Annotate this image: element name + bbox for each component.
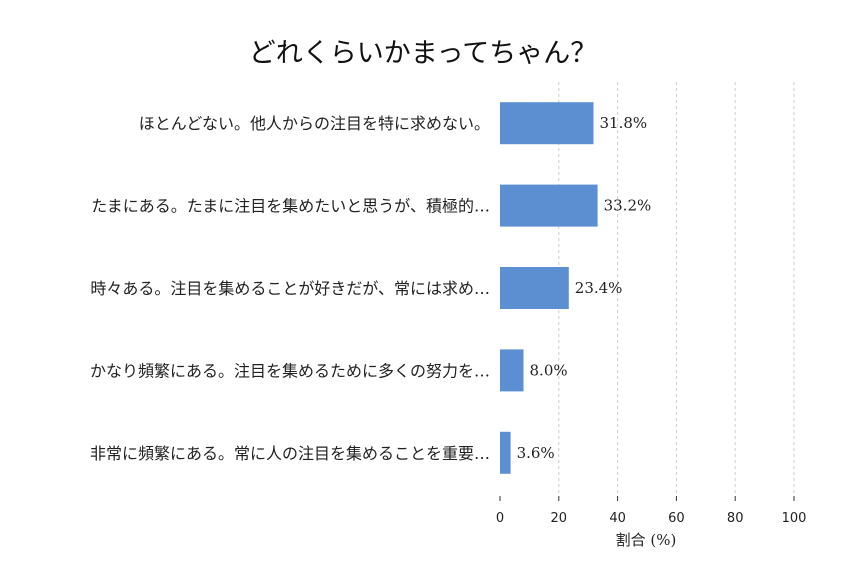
x-tick-label-5: 100 (782, 511, 807, 526)
category-label-2: 時々ある。注目を集めることが好きだが、常には求め… (90, 279, 490, 298)
category-label-1: たまにある。たまに注目を集めたいと思うが、積極的… (91, 197, 490, 216)
bar-2 (500, 267, 569, 309)
value-label-4: 3.6% (517, 444, 555, 462)
bars (500, 102, 598, 474)
bar-3 (500, 349, 524, 392)
category-label-0: ほとんどない。他人からの注目を特に求めない。 (139, 114, 490, 133)
x-tick-label-3: 60 (668, 511, 685, 526)
bar-0 (500, 102, 594, 145)
x-tick-label-4: 80 (727, 511, 744, 526)
value-label-1: 33.2% (604, 197, 652, 215)
value-label-3: 8.0% (530, 361, 568, 379)
bar-4 (500, 431, 511, 474)
value-label-2: 23.4% (575, 279, 623, 297)
x-tick-label-0: 0 (496, 511, 504, 526)
x-tick-label-1: 20 (551, 511, 568, 526)
x-axis-label: 割合 (%) (616, 531, 677, 549)
category-label-4: 非常に頻繁にある。常に人の注目を集めることを重要… (90, 444, 490, 463)
value-labels: 31.8% 33.2% 23.4% 8.0% 3.6% (517, 114, 652, 462)
grid-lines (558, 82, 795, 494)
category-labels: ほとんどない。他人からの注目を特に求めない。たまにある。たまに注目を集めたいと思… (90, 114, 490, 463)
value-label-0: 31.8% (599, 114, 647, 132)
chart-title: どれくらいかまってちゃん？ (249, 38, 598, 69)
bar-1 (500, 184, 598, 227)
x-tick-label-2: 40 (609, 511, 626, 526)
category-label-3: かなり頻繁にある。注目を集めるために多くの努力を… (90, 361, 490, 380)
x-axis-ticks: 0 20 40 60 80 100 (496, 496, 807, 526)
